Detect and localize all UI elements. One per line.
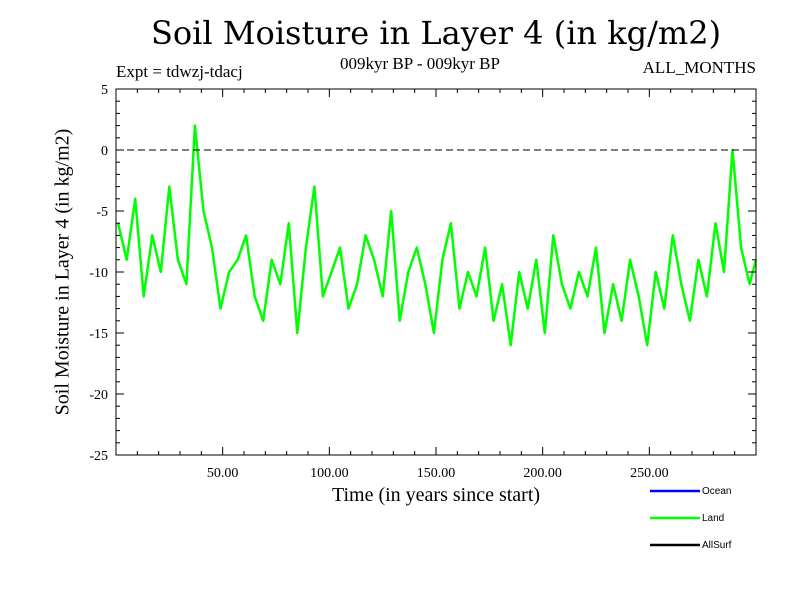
y-tick-label: -5 [96, 205, 108, 220]
x-tick-label: 100.00 [310, 466, 349, 481]
y-tick-label: 5 [101, 83, 108, 98]
series-line-land [116, 124, 758, 347]
period-label: 009kyr BP - 009kyr BP [340, 54, 500, 73]
y-tick-label: -25 [89, 449, 108, 464]
x-axis-label: Time (in years since start) [331, 484, 541, 506]
months-label: ALL_MONTHS [642, 58, 756, 77]
legend-label-ocean: Ocean [702, 486, 731, 497]
y-tick-label: -20 [89, 388, 108, 403]
legend-label-land: Land [702, 513, 724, 524]
x-tick-label: 50.00 [207, 466, 239, 481]
legend-label-allsurf: AllSurf [702, 540, 732, 551]
x-tick-label: 150.00 [417, 466, 456, 481]
experiment-label: Expt = tdwzj-tdacj [116, 62, 243, 81]
x-tick-label: 250.00 [630, 466, 669, 481]
y-tick-label: 0 [101, 144, 108, 159]
plot-frame [115, 88, 757, 456]
y-tick-label: -10 [89, 266, 108, 281]
y-tick-label: -15 [89, 327, 108, 342]
x-tick-label: 200.00 [523, 466, 562, 481]
chart-title: Soil Moisture in Layer 4 (in kg/m2) [150, 14, 722, 52]
